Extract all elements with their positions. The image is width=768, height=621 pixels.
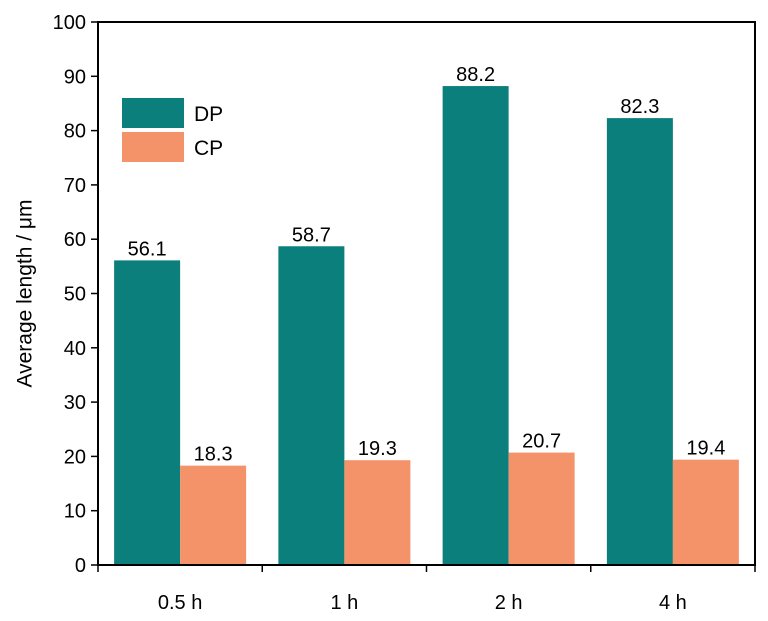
y-tick-label-40: 40 (64, 338, 86, 360)
bar-cp-1 (180, 465, 247, 565)
data-label-dp-2: 58.7 (292, 224, 331, 246)
bar-cp-2 (344, 460, 411, 565)
y-tick-label-80: 80 (64, 121, 86, 143)
legend: DP CP (122, 98, 223, 162)
data-label-dp-4: 82.3 (620, 96, 659, 118)
y-tick-label-70: 70 (64, 175, 86, 197)
bar-dp-3 (442, 86, 509, 565)
data-label-dp-3: 88.2 (456, 64, 495, 86)
x-tick-label-2: 1 h (330, 592, 358, 614)
x-tick-label-1: 0.5 h (158, 592, 202, 614)
y-tick-label-60: 60 (64, 229, 86, 251)
y-tick-label-20: 20 (64, 446, 86, 468)
y-tick-label-0: 0 (75, 555, 86, 577)
bar-cp-3 (508, 452, 575, 565)
x-tick-label-3: 2 h (495, 592, 523, 614)
legend-swatch-cp (122, 132, 184, 162)
y-tick-label-10: 10 (64, 501, 86, 523)
legend-label-dp: DP (194, 103, 223, 126)
data-label-cp-3: 20.7 (522, 431, 561, 453)
y-tick-label-50: 50 (64, 284, 86, 306)
y-tick-label-90: 90 (64, 66, 86, 88)
x-ticks-layer: 0.5 h 1 h 2 h 4 h (97, 565, 756, 614)
x-tick-label-4: 4 h (659, 592, 687, 614)
data-label-dp-1: 56.1 (128, 238, 167, 260)
data-label-cp-2: 19.3 (358, 438, 397, 460)
y-ticks-layer: 0 10 20 30 40 50 60 70 80 90 100 (53, 12, 98, 577)
bar-dp-1 (114, 260, 181, 565)
bar-dp-2 (278, 246, 345, 565)
data-label-cp-1: 18.3 (194, 444, 233, 466)
data-label-cp-4: 19.4 (686, 438, 725, 460)
y-tick-label-30: 30 (64, 392, 86, 414)
data-labels-layer: 56.1 58.7 88.2 82.3 18.3 19.3 20.7 19.4 (128, 64, 726, 466)
y-tick-label-100: 100 (53, 12, 86, 34)
legend-swatch-dp (122, 98, 184, 128)
bar-dp-4 (606, 118, 673, 566)
bars-layer (114, 86, 739, 566)
y-axis-title: Average length / μm (13, 200, 36, 388)
legend-label-cp: CP (194, 137, 223, 160)
bar-cp-4 (672, 459, 739, 565)
